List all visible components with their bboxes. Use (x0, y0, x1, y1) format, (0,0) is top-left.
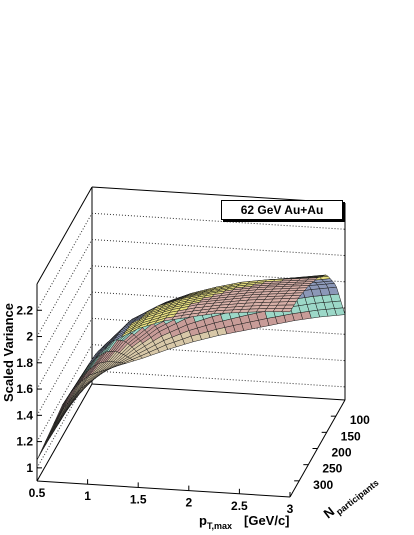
z-gridline-left (36, 344, 93, 442)
x-tick-label: 3 (287, 502, 294, 516)
z-gridline-left (36, 239, 93, 337)
x-tick-label: 1.5 (130, 492, 147, 506)
x-tick-label: 1 (84, 489, 91, 503)
z-tick-label: 2.2 (16, 303, 33, 317)
z-gridline-back (91, 265, 346, 283)
z-tick-label: 1.2 (16, 435, 33, 449)
surface-cell (331, 300, 344, 309)
z-gridline-back (91, 239, 346, 257)
z-gridline-back (91, 370, 346, 388)
z-gridline-left (36, 265, 93, 364)
svg-text:p: p (199, 513, 207, 528)
surface-cell (327, 286, 340, 296)
z-gridline-left (36, 291, 93, 390)
x-axis-title: p T,max [GeV/c] (199, 513, 290, 531)
z-tick-label: 1 (26, 461, 33, 475)
z-tick-label: 1.4 (16, 408, 33, 422)
left-floor-edge (36, 383, 93, 482)
x-tick-label: 2.5 (231, 499, 248, 513)
svg-text:[GeV/c]: [GeV/c] (244, 513, 290, 528)
surface-cell (329, 293, 342, 302)
svg-text:T,max: T,max (207, 521, 232, 531)
y-tick-label: 250 (322, 462, 342, 476)
tick-labels: 1 1.2 1.4 1.6 1.8 2 2.2 0.5 1 1.5 2 2.5 3 100 150 200 25… (16, 303, 370, 516)
y-tick-label: 150 (341, 429, 361, 443)
z-axis-title: Scaled Variance (1, 303, 16, 402)
y-tick-label: 100 (350, 413, 370, 427)
surface-mesh (36, 274, 346, 461)
z-gridline-left (36, 318, 93, 416)
surface-cell (283, 304, 295, 309)
svg-text:participants: participants (334, 478, 380, 517)
surface-cell (281, 308, 293, 313)
svg-text:N: N (321, 504, 338, 522)
z-tick-label: 2 (26, 330, 33, 344)
x-tick-label: 0.5 (29, 486, 46, 500)
z-gridline-left (36, 213, 93, 311)
front-bottom-edge (36, 480, 291, 498)
surface-cell (334, 307, 346, 316)
left-top-edge (36, 186, 93, 285)
y-tick-label: 200 (332, 446, 352, 460)
legend-box: 62 GeV Au+Au (221, 200, 343, 220)
back-bottom-edge (91, 383, 346, 401)
y-tick-label: 300 (313, 478, 333, 492)
z-tick-label: 1.8 (16, 356, 33, 370)
z-tick-label: 1.6 (16, 382, 33, 396)
z-gridline-left (36, 370, 93, 469)
z-gridline-back (91, 212, 346, 230)
x-tick-label: 2 (185, 496, 192, 510)
